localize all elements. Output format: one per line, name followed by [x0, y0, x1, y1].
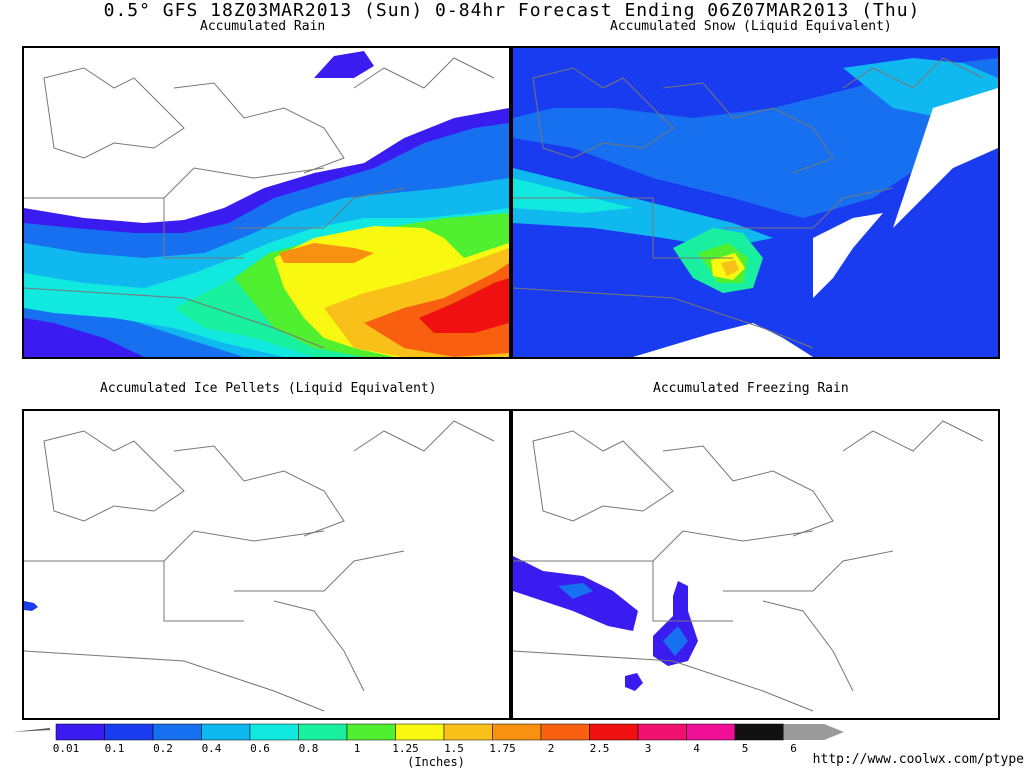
legend-box: [298, 723, 348, 741]
snow-white-coast: [813, 213, 883, 298]
freezing-rain-map: [513, 420, 984, 712]
legend-tick-label: 0.01: [52, 742, 80, 755]
legend-tick-label: 2: [547, 742, 555, 755]
legend-tick-label: 0.6: [250, 742, 270, 755]
legend-tick-label: 1.25: [392, 742, 419, 755]
legend-box: [395, 723, 445, 741]
legend-tick-label: 2.5: [589, 742, 610, 755]
legend-tick-label: 0.1: [104, 742, 125, 755]
frz-map-borders: [513, 420, 984, 712]
legend-tick-label: 0.4: [201, 742, 222, 755]
legend-tick-label: 1.75: [489, 742, 516, 755]
legend-box: [540, 723, 590, 741]
legend-tick-label: 0.2: [153, 742, 173, 755]
legend-box: [55, 723, 105, 741]
legend-units: (Inches): [407, 755, 465, 769]
legend-box: [492, 723, 542, 741]
panel-label-freezing-rain: Accumulated Freezing Rain: [653, 381, 849, 396]
map-panel-freezing-rain: [511, 409, 1000, 720]
legend-tick-label: 1: [353, 742, 361, 755]
frz-central-blob-core: [663, 626, 688, 656]
legend-box: [104, 723, 154, 741]
legend-tick-label: 5: [741, 742, 749, 755]
legend-tick-label: 4: [693, 742, 700, 755]
page-title: 0.5° GFS 18Z03MAR2013 (Sun) 0-84hr Forec…: [103, 0, 921, 21]
legend-box: [637, 723, 687, 741]
map-panel-rain: [22, 46, 511, 359]
snow-map: [513, 48, 998, 357]
rain-white-land-gap: [24, 48, 509, 216]
legend-boxes: [55, 723, 844, 741]
frz-south-blob: [625, 673, 643, 691]
panel-label-rain: Accumulated Rain: [200, 19, 326, 34]
legend-box: [249, 723, 299, 741]
legend-box: [734, 723, 784, 741]
rain-orange-shade: [364, 263, 509, 357]
rain-north-blob-top: [314, 51, 374, 78]
legend-tick-label: 0.8: [298, 742, 319, 755]
source-url: http://www.coolwx.com/ptype: [812, 752, 1024, 767]
legend-left-pointer: [12, 728, 50, 732]
legend-tick-label: 3: [644, 742, 652, 755]
snow-light-shade: [513, 58, 998, 218]
rain-map: [24, 48, 509, 357]
snow-white-ocean: [893, 88, 998, 228]
ice-map: [24, 420, 495, 712]
frz-central-blob: [653, 581, 698, 666]
legend-box: [201, 723, 251, 741]
legend-box: [152, 723, 202, 741]
snow-orange-core: [721, 260, 739, 276]
legend-box: [589, 723, 639, 741]
frz-west-blob-core: [558, 583, 593, 599]
snow-white-south: [633, 323, 813, 357]
map-panel-ice-pellets: [22, 409, 511, 720]
legend-box: [783, 724, 844, 740]
rain-map-borders: [24, 57, 495, 349]
legend-tick-label: 1.5: [444, 742, 464, 755]
legend-box: [443, 723, 493, 741]
snow-cyan-band: [513, 168, 773, 248]
ice-map-borders: [24, 420, 495, 712]
panel-label-snow: Accumulated Snow (Liquid Equivalent): [610, 19, 892, 34]
panel-label-ice: Accumulated Ice Pellets (Liquid Equivale…: [100, 381, 437, 396]
map-panel-snow: [511, 46, 1000, 359]
color-legend: [12, 723, 844, 741]
legend-box: [686, 723, 736, 741]
snow-map-borders: [513, 57, 984, 349]
ice-small-blob: [24, 601, 38, 611]
rain-red-shade: [419, 278, 509, 333]
snow-aqua-band: [513, 178, 633, 213]
legend-box: [346, 723, 396, 741]
legend-tick-label: 6: [790, 742, 797, 755]
rain-orange-core: [279, 243, 374, 263]
